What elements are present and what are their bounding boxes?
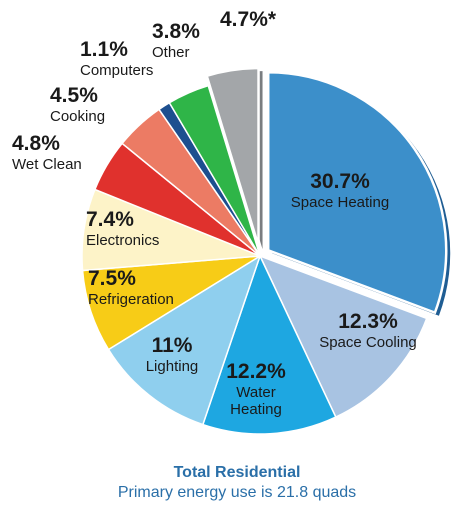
slice-name-label-refrigeration: Refrigeration xyxy=(88,291,174,308)
slice-name-label-other: Other xyxy=(152,44,190,61)
slice-value-label-cooking: 4.5% xyxy=(50,84,98,107)
slice-value-label-space-cooling: 12.3% xyxy=(338,310,398,333)
pie-chart: 30.7%Space Heating 12.3%Space Cooling 12.2… xyxy=(12,8,451,435)
slice-name-label-wet-clean: Wet Clean xyxy=(12,156,82,173)
pie-slices xyxy=(81,66,451,435)
slice-value-label-electronics: 7.4% xyxy=(86,208,134,231)
slice-space-heating xyxy=(266,71,448,315)
slice-value-label-other: 3.8% xyxy=(152,20,200,43)
pie-labels: 30.7%Space Heating 12.3%Space Cooling 12.2… xyxy=(12,8,417,418)
slice-name-label-space-cooling: Space Cooling xyxy=(319,334,417,351)
slice-value-label-wet-clean: 4.8% xyxy=(12,132,60,155)
slice-value-label-space-heating: 30.7% xyxy=(310,170,370,193)
slice-space-cooling xyxy=(258,254,428,419)
slice-name-label-water-heating: Water xyxy=(236,384,275,401)
slice-other-unlabeled xyxy=(205,66,260,247)
slice-value-label-refrigeration: 7.5% xyxy=(88,267,136,290)
slice-lighting xyxy=(107,254,262,426)
slice-value-label-lighting: 11% xyxy=(152,334,193,357)
slice-name-label-water-heating: Heating xyxy=(230,401,282,418)
slice-name-label-cooking: Cooking xyxy=(50,108,105,125)
slice-name-label-computers: Computers xyxy=(80,62,153,79)
chart-subtitle: Primary energy use is 21.8 quads xyxy=(117,484,357,501)
slice-value-label-water-heating: 12.2% xyxy=(226,360,286,383)
slice-value-label-other-unlabeled: 4.7%* xyxy=(220,8,277,31)
slice-name-label-electronics: Electronics xyxy=(86,232,159,249)
chart-title: Total Residential xyxy=(173,464,301,481)
slice-water-heating xyxy=(201,253,337,435)
slice-value-label-computers: 1.1% xyxy=(80,38,128,61)
slice-name-label-space-heating: Space Heating xyxy=(291,194,389,211)
slice-name-label-lighting: Lighting xyxy=(146,358,199,375)
slice-other xyxy=(168,84,261,257)
